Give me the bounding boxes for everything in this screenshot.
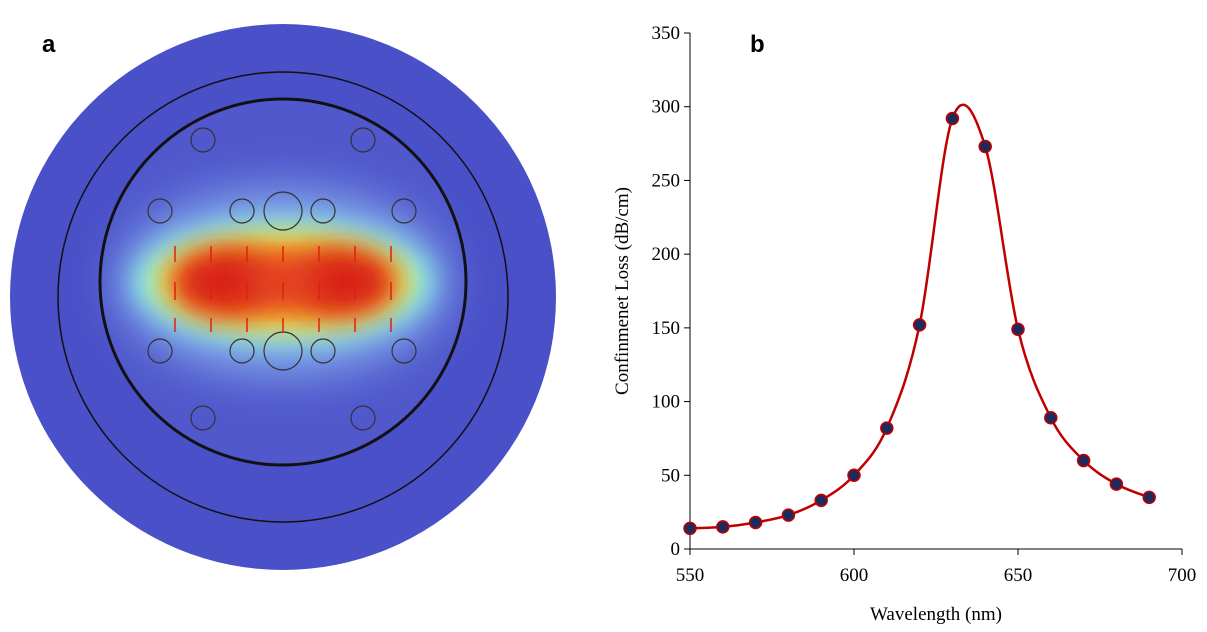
- marker: [880, 421, 894, 435]
- panel-label: a: [42, 31, 56, 58]
- x-tick-label: 700: [1168, 565, 1197, 586]
- y-tick-label: 350: [652, 23, 681, 44]
- x-tick-label: 550: [676, 565, 705, 586]
- marker: [1044, 411, 1058, 425]
- y-tick-label: 0: [671, 539, 681, 560]
- marker: [912, 318, 927, 332]
- y-tick-label: 300: [652, 97, 681, 118]
- x-tick-label: 600: [840, 565, 869, 586]
- y-tick-label: 50: [661, 465, 680, 486]
- y-tick-label: 100: [652, 392, 681, 413]
- panel-label: b: [750, 31, 765, 58]
- marker: [1109, 477, 1124, 491]
- y-tick-label: 250: [652, 170, 681, 191]
- marker: [1076, 453, 1091, 468]
- marker: [781, 508, 796, 522]
- y-tick-label: 150: [652, 318, 681, 339]
- y-tick-label: 200: [652, 244, 681, 265]
- marker: [978, 139, 992, 154]
- marker: [814, 493, 828, 508]
- x-axis-label: Wavelength (nm): [870, 604, 1002, 625]
- marker: [748, 515, 763, 530]
- marker: [847, 468, 861, 483]
- marker: [716, 520, 730, 534]
- mode-field-image: [10, 24, 556, 570]
- marker: [1142, 490, 1156, 505]
- x-tick-label: 650: [1004, 565, 1033, 586]
- marker: [945, 111, 960, 126]
- marker: [683, 521, 697, 536]
- curve: [689, 103, 1150, 530]
- y-axis-label: Confinmenet Loss (dB/cm): [612, 187, 633, 395]
- marker: [1011, 322, 1025, 337]
